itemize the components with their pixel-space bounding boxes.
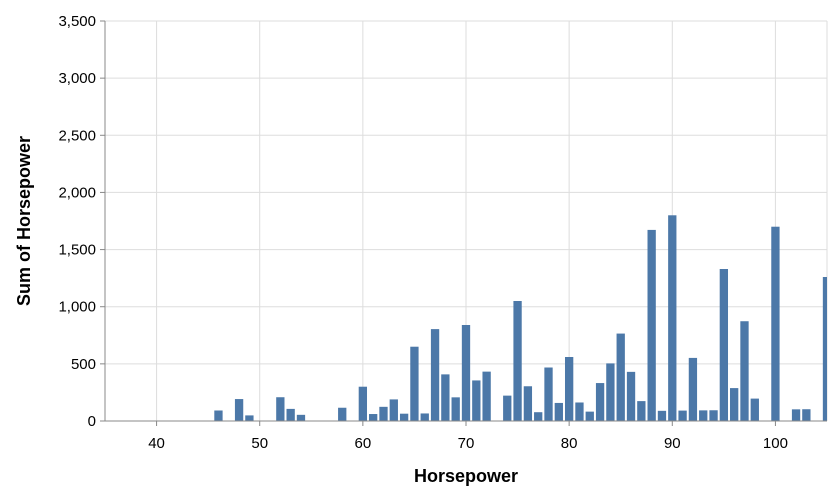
bar <box>410 346 419 421</box>
bar <box>822 277 827 421</box>
y-axis-ticks: 0 500 1,000 1,500 2,000 2,500 3,000 3,500 <box>58 13 105 430</box>
bar <box>678 410 687 421</box>
bar <box>637 401 646 421</box>
bar <box>338 407 347 421</box>
bar <box>461 325 471 421</box>
bars <box>214 215 827 421</box>
x-tick-label: 100 <box>763 435 788 452</box>
bar <box>606 363 615 421</box>
x-axis-title: Horsepower <box>414 466 518 486</box>
bar <box>451 397 460 421</box>
bar <box>626 371 636 421</box>
bar <box>430 329 440 421</box>
y-tick-label: 500 <box>71 356 96 373</box>
x-tick-label: 70 <box>458 435 475 452</box>
bar <box>740 321 749 421</box>
x-tick-label: 50 <box>251 435 268 452</box>
bar <box>657 410 667 421</box>
bar <box>750 398 759 421</box>
bar <box>523 386 533 421</box>
bar <box>802 409 811 421</box>
bar <box>575 402 584 421</box>
bar <box>503 395 512 421</box>
bar <box>389 399 398 421</box>
bar <box>554 402 563 421</box>
x-tick-label: 40 <box>148 435 165 452</box>
bar <box>276 397 285 421</box>
bar <box>616 333 625 421</box>
bar <box>585 411 594 421</box>
bar <box>513 301 522 421</box>
bar <box>534 412 543 421</box>
bar <box>771 226 780 421</box>
bar <box>441 374 450 421</box>
bar <box>719 269 729 421</box>
bar <box>595 383 605 421</box>
bar <box>379 406 388 421</box>
bar <box>420 413 429 421</box>
y-tick-label: 3,500 <box>58 13 96 30</box>
bar <box>688 357 698 421</box>
x-tick-label: 80 <box>561 435 578 452</box>
bar <box>472 380 481 421</box>
x-axis-ticks: 40 50 60 70 80 90 100 <box>148 421 788 452</box>
y-tick-label: 1,500 <box>58 242 96 259</box>
bar <box>699 410 708 421</box>
y-tick-label: 0 <box>88 413 96 430</box>
bar <box>647 229 656 421</box>
bar <box>709 410 718 421</box>
y-tick-label: 2,000 <box>58 184 96 201</box>
y-tick-label: 3,000 <box>58 70 96 87</box>
bar <box>369 414 378 421</box>
bar <box>358 386 368 421</box>
bar <box>286 408 295 421</box>
x-tick-label: 90 <box>664 435 681 452</box>
bar <box>730 388 739 421</box>
bar <box>482 371 491 421</box>
x-tick-label: 60 <box>355 435 372 452</box>
bar <box>234 399 244 421</box>
y-axis-title: Sum of Horsepower <box>14 136 34 306</box>
bar <box>296 414 306 421</box>
bar <box>399 413 409 421</box>
bar <box>245 415 254 421</box>
y-tick-label: 2,500 <box>58 127 96 144</box>
bar <box>668 215 677 421</box>
bar <box>791 409 801 421</box>
bar <box>544 367 553 421</box>
y-tick-label: 1,000 <box>58 299 96 316</box>
bar <box>564 357 574 421</box>
bar <box>214 410 223 421</box>
